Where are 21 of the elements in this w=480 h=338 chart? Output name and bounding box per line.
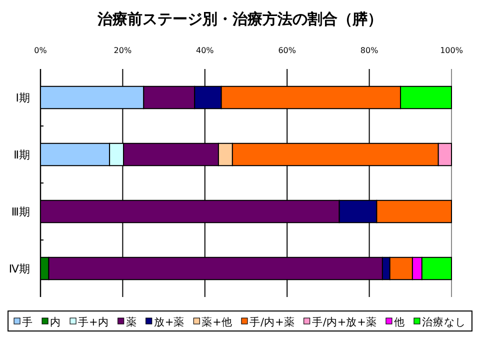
y-tick-label: Ⅳ期 (8, 262, 30, 276)
legend-label: 内 (50, 316, 62, 328)
y-tick-label: Ⅰ期 (16, 92, 30, 104)
chart-title: 治療前ステージ別・治療方法の割合（膵） (96, 10, 382, 28)
y-tick-label: Ⅲ期 (11, 206, 30, 218)
x-tick-label: 60% (278, 46, 296, 55)
legend-label: 薬 (126, 316, 137, 328)
legend-label: 手/内+薬 (249, 316, 295, 328)
x-tick-label: 40% (196, 46, 214, 55)
legend-label: 放+薬 (154, 316, 185, 328)
legend-label: 手 (22, 316, 34, 328)
y-tick-label: Ⅱ期 (14, 148, 30, 162)
x-tick-label: 0% (34, 46, 48, 55)
x-tick-label: 20% (114, 46, 132, 55)
legend-label: 他 (394, 316, 405, 328)
legend-label: 手+内 (78, 316, 109, 328)
x-tick-label: 80% (360, 46, 379, 55)
legend-label: 治療なし (422, 316, 466, 328)
legend-label: 手/内+放+薬 (312, 316, 377, 328)
x-tick-label: 100% (440, 46, 464, 55)
legend-label: 薬+他 (202, 316, 232, 328)
